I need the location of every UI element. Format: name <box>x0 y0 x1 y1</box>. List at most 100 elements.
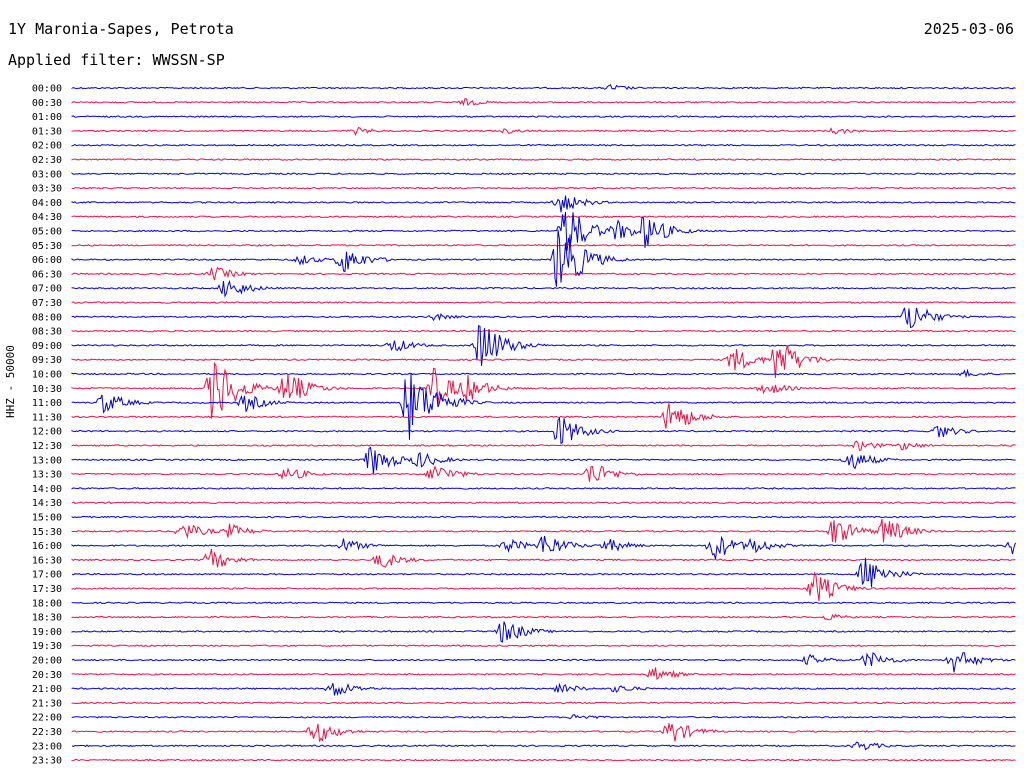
trace-line <box>71 535 1016 560</box>
time-label: 22:00 <box>32 713 62 724</box>
trace-line <box>71 515 1016 519</box>
time-label: 03:30 <box>32 184 62 195</box>
trace-line <box>71 215 1016 219</box>
trace-line <box>71 487 1016 490</box>
time-label: 10:30 <box>32 384 62 395</box>
time-label: 07:00 <box>32 284 62 295</box>
time-label: 07:30 <box>32 298 62 309</box>
trace-line <box>71 329 1016 333</box>
trace-line <box>71 621 1016 643</box>
trace-line <box>71 701 1016 705</box>
time-label: 04:00 <box>32 198 62 209</box>
trace-line <box>71 266 1016 281</box>
time-label: 06:30 <box>32 269 62 280</box>
trace-line <box>71 557 1016 588</box>
trace-line <box>71 644 1016 648</box>
filter-label: Applied filter: WWSSN-SP <box>8 51 225 69</box>
time-label: 05:30 <box>32 241 62 252</box>
time-label: 01:30 <box>32 126 62 137</box>
trace-line <box>71 518 1016 543</box>
time-label: 08:30 <box>32 327 62 338</box>
trace-line <box>71 368 1016 378</box>
trace-line <box>71 571 1016 602</box>
time-label: 11:00 <box>32 398 62 409</box>
trace-line <box>71 714 1016 720</box>
time-label: 10:00 <box>32 370 62 381</box>
time-label: 15:30 <box>32 527 62 538</box>
trace-line <box>71 682 1016 697</box>
trace-line <box>71 667 1016 681</box>
time-label: 09:00 <box>32 341 62 352</box>
trace-line <box>71 345 1016 378</box>
trace-line <box>71 361 1016 419</box>
time-label: 19:00 <box>32 627 62 638</box>
trace-line <box>71 229 1016 287</box>
trace-line <box>71 98 1016 107</box>
time-label: 18:00 <box>32 598 62 609</box>
trace-line <box>71 446 1016 475</box>
trace-line <box>71 126 1016 137</box>
trace-line <box>71 84 1016 91</box>
trace-line <box>71 211 1016 252</box>
trace-line <box>71 548 1016 568</box>
trace-line <box>71 186 1016 190</box>
station-title: 1Y Maronia-Sapes, Petrota <box>8 20 234 38</box>
time-label: 15:00 <box>32 513 62 524</box>
trace-line <box>71 403 1016 429</box>
trace-line <box>71 601 1016 605</box>
time-label: 17:00 <box>32 570 62 581</box>
trace-line <box>71 243 1016 247</box>
time-label: 22:30 <box>32 727 62 738</box>
trace-line <box>71 741 1016 751</box>
time-label: 08:00 <box>32 312 62 323</box>
time-label: 05:00 <box>32 227 62 238</box>
trace-line <box>71 723 1016 742</box>
time-label: 16:00 <box>32 541 62 552</box>
time-label: 12:30 <box>32 441 62 452</box>
time-label: 18:30 <box>32 613 62 624</box>
time-label: 14:00 <box>32 484 62 495</box>
trace-line <box>71 758 1016 762</box>
time-label: 20:00 <box>32 656 62 667</box>
date-label: 2025-03-06 <box>923 20 1014 38</box>
trace-line <box>71 279 1016 298</box>
time-label: 00:00 <box>32 84 62 95</box>
trace-line <box>71 613 1016 621</box>
time-label: 16:30 <box>32 555 62 566</box>
trace-line <box>71 115 1016 118</box>
time-label: 21:30 <box>32 698 62 709</box>
trace-line <box>71 195 1016 213</box>
trace-line <box>71 301 1016 304</box>
time-label: 02:30 <box>32 155 62 166</box>
trace-line <box>71 652 1016 673</box>
time-label: 00:30 <box>32 98 62 109</box>
trace-line <box>71 416 1016 445</box>
time-label: 19:30 <box>32 641 62 652</box>
trace-line <box>71 501 1016 505</box>
time-label: 09:30 <box>32 355 62 366</box>
time-label: 06:00 <box>32 255 62 266</box>
time-label: 11:30 <box>32 412 62 423</box>
time-label: 23:00 <box>32 741 62 752</box>
time-label: 12:00 <box>32 427 62 438</box>
time-label: 03:00 <box>32 169 62 180</box>
trace-line <box>71 143 1016 147</box>
time-label: 14:30 <box>32 498 62 509</box>
time-label: 13:30 <box>32 470 62 481</box>
trace-line <box>71 440 1016 451</box>
time-label: 01:00 <box>32 112 62 123</box>
time-label: 13:00 <box>32 455 62 466</box>
time-label: 02:00 <box>32 141 62 152</box>
time-label: 21:00 <box>32 684 62 695</box>
trace-line <box>71 307 1016 329</box>
trace-line <box>71 373 1016 440</box>
trace-line <box>71 172 1016 176</box>
time-label: 17:30 <box>32 584 62 595</box>
time-label: 20:30 <box>32 670 62 681</box>
time-label: 23:30 <box>32 756 62 767</box>
trace-line <box>71 465 1016 482</box>
trace-line <box>71 158 1016 161</box>
trace-line <box>71 324 1016 366</box>
time-label: 04:30 <box>32 212 62 223</box>
